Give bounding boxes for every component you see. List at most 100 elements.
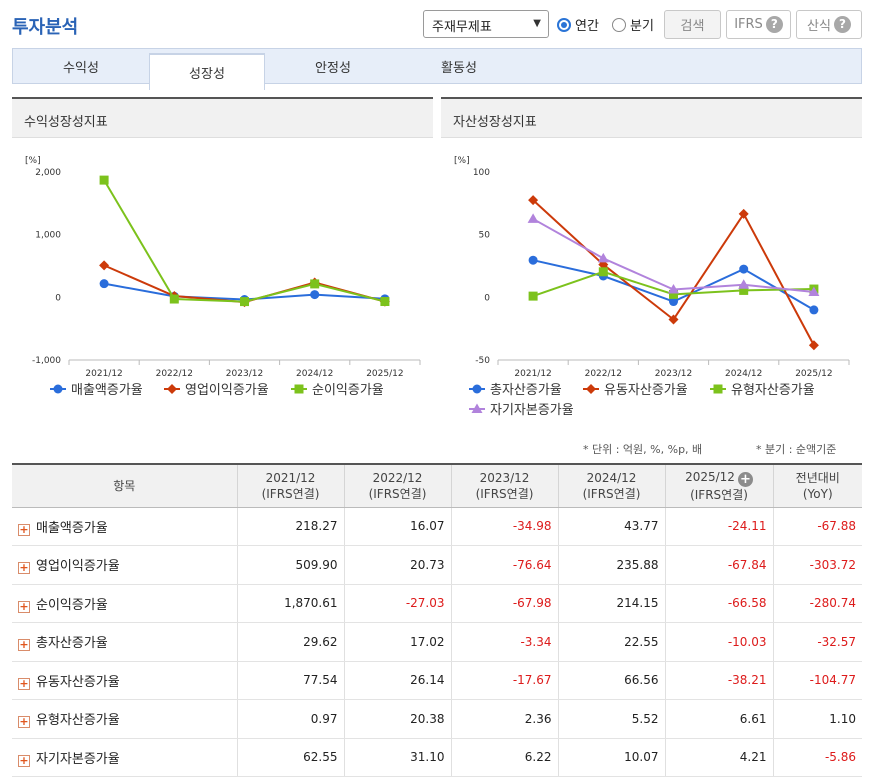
data-point: [668, 314, 679, 325]
row-label: 영업이익증가율: [36, 559, 120, 575]
expand-plus-icon[interactable]: +: [18, 753, 30, 767]
table-cell: -67.88: [772, 507, 862, 546]
data-point: [99, 175, 109, 185]
analysis-tabbar: 수익성 성장성 안정성 활동성: [12, 48, 862, 90]
tab-activity[interactable]: 활동성: [441, 61, 477, 76]
table-row: + 자기자본증가율 62.55 31.10 6.22 10.07 4.21 -5.86: [12, 738, 862, 777]
yoy-header: 전년대비 (YoY): [772, 464, 862, 508]
ifrs-help-button[interactable]: IFRS ?: [726, 10, 791, 39]
data-point: [598, 267, 608, 277]
data-point: [808, 340, 819, 351]
asset-growth-title: 자산성장성지표: [441, 99, 862, 138]
table-row: + 유동자산증가율 77.54 26.14 -17.67 66.56 -38.21 -104.…: [12, 661, 862, 700]
table-cell: -76.64: [450, 545, 558, 585]
row-label-cell[interactable]: + 순이익증가율: [12, 584, 237, 623]
report-type-select[interactable]: 주재무제표 ▼: [423, 10, 549, 38]
data-point: [738, 208, 749, 219]
table-cell: 66.56: [557, 661, 665, 700]
legend-marker: [471, 403, 483, 413]
x-tick-label: 2024/12: [725, 369, 762, 379]
tab-stability[interactable]: 안정성: [315, 61, 351, 76]
table-cell: -3.34: [450, 622, 558, 662]
data-point: [668, 284, 679, 294]
data-point: [739, 264, 749, 274]
legend-marker: [713, 384, 723, 394]
table-cell: 16.07: [343, 507, 451, 546]
data-point: [99, 279, 109, 289]
row-label-cell[interactable]: + 유동자산증가율: [12, 661, 237, 700]
row-label-cell[interactable]: + 자기자본증가율: [12, 738, 237, 777]
table-cell: -66.58: [664, 584, 773, 623]
table-cell: 214.15: [557, 584, 665, 623]
x-tick-label: 2022/12: [585, 369, 622, 379]
data-point: [669, 289, 678, 299]
row-label-cell[interactable]: + 영업이익증가율: [12, 545, 237, 585]
data-point: [528, 195, 539, 206]
radio-unselected-icon: [612, 17, 626, 32]
profit-growth-chart: [%] 2,000 1,000 0 -1,000 2021/12 2022/12 2023/1…: [25, 156, 421, 398]
table-cell: -17.67: [450, 661, 558, 700]
row-label-cell[interactable]: + 매출액증가율: [12, 507, 237, 546]
legend-label: 영업이익증가율: [185, 383, 269, 398]
col-header: 2022/12 (IFRS연결): [343, 464, 451, 508]
growth-table: 항목 2021/12 (IFRS연결) 2022/12 (IFRS연결) 2023/…: [12, 463, 862, 777]
table-cell: 62.55: [236, 738, 344, 777]
quarter-note: * 분기 : 순액기준: [756, 443, 837, 456]
period-annual-radio[interactable]: 연간: [557, 15, 599, 34]
table-row: + 총자산증가율 29.62 17.02 -3.34 22.55 -10.03 -32.57: [12, 622, 862, 662]
unit-note: * 단위 : 억원, %, %p, 배: [583, 443, 703, 456]
chevron-down-icon: ▼: [533, 18, 541, 29]
row-label: 총자산증가율: [36, 636, 108, 652]
tab-growth[interactable]: 성장성: [149, 53, 265, 90]
legend-label: 매출액증가율: [71, 383, 143, 398]
data-point: [669, 297, 678, 307]
period-quarter-radio[interactable]: 분기: [612, 15, 654, 34]
period-annual-label: 연간: [575, 19, 599, 34]
profit-growth-panel: 수익성장성지표 [%] 2,000 1,000 0 -1,000 2021/12 2022/…: [12, 97, 433, 422]
help-icon: ?: [833, 16, 851, 33]
asset-growth-chart: [%]100 50 0 -50 2021/12 2022/12 2023/12 2024/12…: [454, 156, 850, 418]
data-point: [738, 279, 750, 289]
table-row: + 영업이익증가율 509.90 20.73 -76.64 235.88 -67.84 -30…: [12, 545, 862, 585]
expand-plus-icon[interactable]: +: [18, 599, 30, 613]
row-label: 매출액증가율: [36, 520, 108, 536]
table-header-row: 항목 2021/12 (IFRS연결) 2022/12 (IFRS연결) 2023/…: [12, 464, 862, 508]
table-cell: -303.72: [772, 545, 862, 585]
expand-plus-icon[interactable]: +: [18, 522, 30, 536]
table-cell: -104.77: [772, 661, 862, 700]
legend-marker: [586, 384, 596, 394]
table-cell: 77.54: [236, 661, 344, 700]
y-tick-label: 2,000: [35, 168, 61, 178]
row-label-cell[interactable]: + 유형자산증가율: [12, 699, 237, 739]
legend-marker: [53, 384, 63, 394]
expand-plus-icon[interactable]: +: [18, 676, 30, 690]
y-tick-label: 50: [479, 231, 491, 241]
expand-plus-icon[interactable]: +: [18, 561, 30, 575]
table-cell: -67.98: [450, 584, 558, 623]
table-cell: 218.27: [236, 507, 344, 546]
expand-plus-icon[interactable]: +: [18, 638, 30, 652]
col-header: 2021/12 (IFRS연결): [236, 464, 344, 508]
expand-plus-icon[interactable]: +: [18, 715, 30, 729]
table-cell: 0.97: [236, 699, 344, 739]
legend-label: 자기자본증가율: [490, 403, 574, 418]
data-point: [808, 286, 820, 297]
data-point: [528, 291, 538, 301]
tab-profitability[interactable]: 수익성: [63, 61, 99, 76]
row-label-cell[interactable]: + 총자산증가율: [12, 622, 237, 662]
y-tick-label: -50: [475, 356, 490, 366]
ifrs-button-label: IFRS: [734, 17, 763, 32]
legend-label: 순이익증가율: [312, 383, 384, 398]
table-cell: 26.14: [343, 661, 451, 700]
legend-label: 총자산증가율: [490, 383, 562, 398]
search-button-label: 검색: [680, 19, 705, 34]
y-tick-label: 0: [484, 293, 490, 303]
row-label: 유동자산증가율: [36, 674, 120, 690]
table-cell: -280.74: [772, 584, 862, 623]
data-point: [597, 252, 609, 263]
data-point: [528, 255, 538, 265]
search-button[interactable]: 검색: [664, 10, 721, 39]
x-tick-label: 2025/12: [366, 369, 403, 379]
formula-help-button[interactable]: 산식 ?: [796, 10, 862, 39]
add-column-icon[interactable]: +: [737, 471, 753, 487]
